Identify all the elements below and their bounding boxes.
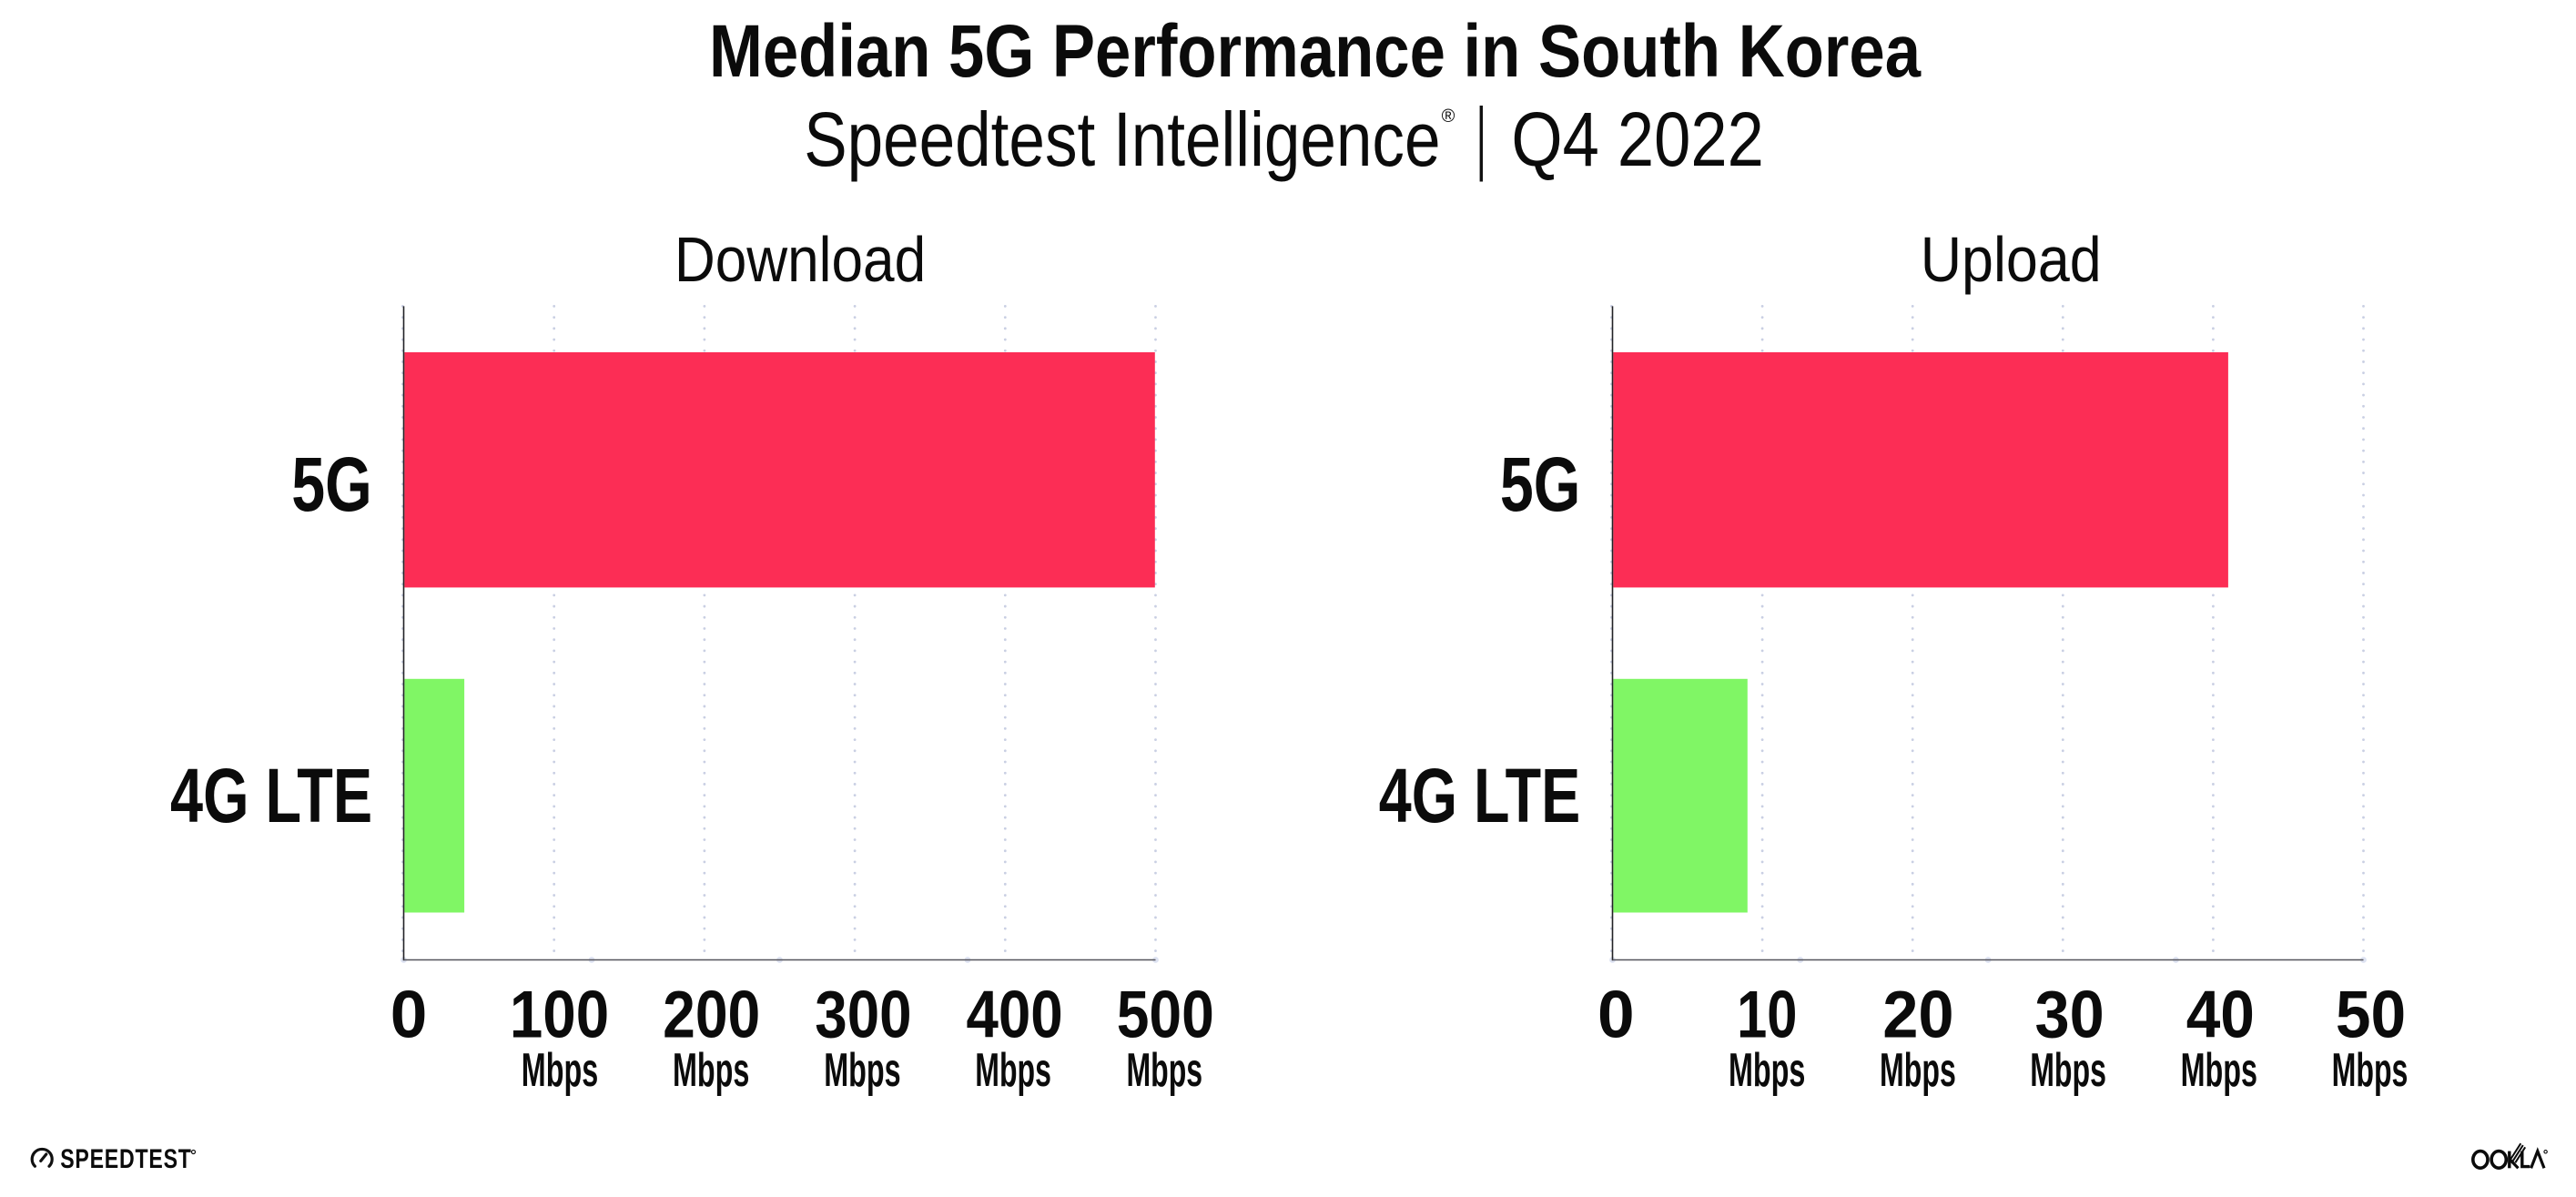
- svg-text:Mbps: Mbps: [522, 1044, 598, 1097]
- svg-text:Median 5G Performance in South: Median 5G Performance in South Korea: [709, 10, 1922, 93]
- svg-text:100: 100: [510, 978, 609, 1051]
- svg-text:400: 400: [967, 978, 1063, 1051]
- svg-text:5G: 5G: [1500, 441, 1581, 527]
- svg-text:Mbps: Mbps: [673, 1044, 749, 1097]
- svg-text:30: 30: [2035, 978, 2104, 1051]
- svg-text:40: 40: [2186, 978, 2255, 1051]
- svg-text:0: 0: [390, 978, 428, 1051]
- svg-text:Mbps: Mbps: [824, 1044, 900, 1097]
- svg-text:Mbps: Mbps: [1127, 1044, 1203, 1097]
- svg-text:4G LTE: 4G LTE: [170, 753, 372, 838]
- svg-text:4G LTE: 4G LTE: [1379, 753, 1581, 838]
- svg-text:50: 50: [2336, 978, 2406, 1051]
- svg-text:Upload: Upload: [1921, 224, 2102, 295]
- svg-text:500: 500: [1117, 978, 1214, 1051]
- svg-text:300: 300: [815, 978, 911, 1051]
- svg-text:Mbps: Mbps: [975, 1044, 1051, 1097]
- svg-text:Mbps: Mbps: [1880, 1044, 1956, 1097]
- svg-text:200: 200: [663, 978, 760, 1051]
- svg-text:0: 0: [1597, 978, 1635, 1051]
- svg-text:Mbps: Mbps: [2332, 1044, 2409, 1097]
- svg-text:Speedtest Intelligence: Speedtest Intelligence: [804, 96, 1440, 182]
- svg-text:Mbps: Mbps: [1729, 1044, 1805, 1097]
- svg-text:®: ®: [1442, 107, 1455, 127]
- svg-text:SPEEDTEST: SPEEDTEST: [60, 1144, 192, 1174]
- svg-text:Download: Download: [674, 224, 926, 295]
- svg-text:Mbps: Mbps: [2030, 1044, 2106, 1097]
- svg-text:10: 10: [1737, 978, 1797, 1051]
- svg-text:5G: 5G: [291, 441, 372, 527]
- svg-text:Mbps: Mbps: [2181, 1044, 2257, 1097]
- svg-text:Q4 2022: Q4 2022: [1511, 96, 1763, 182]
- svg-text:20: 20: [1882, 978, 1953, 1051]
